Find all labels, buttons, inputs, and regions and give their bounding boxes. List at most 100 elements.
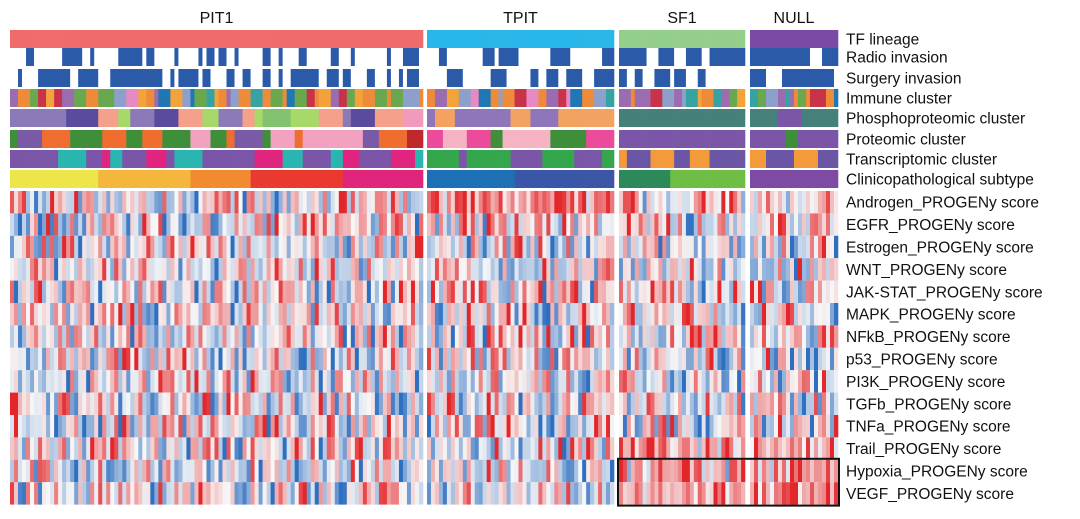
score-hypoxia-progeny-score-cell	[74, 459, 79, 483]
score-egfr-progeny-score-cell	[778, 213, 783, 236]
score-jak-stat-progeny-score-cell	[166, 280, 171, 303]
annotation-surgery-invasion-cell	[442, 69, 448, 87]
annotation-surgery-invasion-cell	[270, 69, 275, 87]
score-tnfa-progeny-score-cell	[462, 415, 468, 438]
score-tnfa-progeny-score-cell	[642, 415, 647, 438]
score-mapk-progeny-score-cell	[598, 303, 603, 326]
score-mapk-progeny-score-cell	[434, 303, 440, 326]
annotation-tf-lineage-cell	[30, 30, 35, 48]
score-trail-progeny-score-cell	[26, 437, 31, 460]
score-jak-stat-progeny-score-cell	[458, 280, 464, 303]
annotation-transcriptomic-cluster-cell	[94, 150, 99, 168]
score-tnfa-progeny-score-cell	[38, 415, 43, 438]
annotation-proteomic-cluster-cell	[378, 130, 384, 148]
annotation-tf-lineage-cell	[434, 30, 440, 48]
annotation-surgery-invasion-cell	[410, 69, 416, 87]
score-estrogen-progeny-score-cell	[510, 235, 515, 259]
score-pi3k-progeny-score-cell	[106, 370, 111, 393]
score-egfr-progeny-score-cell	[806, 213, 811, 236]
score-trail-progeny-score-cell	[798, 437, 803, 460]
score-hypoxia-progeny-score-cell	[70, 459, 75, 483]
annotation-clinicopathological-subtype-cell	[750, 170, 755, 188]
score-wnt-progeny-score-cell	[294, 258, 299, 281]
annotation-tf-lineage-cell	[38, 30, 43, 48]
annotation-immune-cluster-cell	[705, 89, 710, 107]
score-p53-progeny-score-cell	[270, 347, 275, 371]
score-nfkb-progeny-score-cell	[174, 325, 179, 348]
annotation-radio-invasion-cell	[150, 48, 155, 66]
score-androgen-progeny-score-cell	[522, 191, 527, 214]
score-egfr-progeny-score-cell	[94, 213, 99, 236]
annotation-radio-invasion-cell	[350, 48, 356, 66]
score-tnfa-progeny-score-cell	[737, 415, 742, 438]
score-nfkb-progeny-score-cell	[514, 325, 519, 348]
score-jak-stat-progeny-score-cell	[130, 280, 135, 303]
annotation-transcriptomic-cluster-cell	[134, 150, 139, 168]
score-nfkb-progeny-score-cell	[166, 325, 171, 348]
score-vegf-progeny-score-cell	[546, 482, 551, 505]
score-wnt-progeny-score-cell	[418, 258, 424, 281]
score-nfkb-progeny-score-cell	[606, 325, 611, 348]
score-tgfb-progeny-score-cell	[554, 392, 559, 415]
score-androgen-progeny-score-cell	[713, 191, 718, 214]
score-p53-progeny-score-cell	[250, 347, 255, 371]
score-jak-stat-progeny-score-cell	[554, 280, 559, 303]
score-nfkb-progeny-score-cell	[242, 325, 247, 348]
annotation-clinicopathological-subtype-cell	[721, 170, 726, 188]
annotation-transcriptomic-cluster-cell	[802, 150, 807, 168]
score-egfr-progeny-score-cell	[701, 213, 706, 236]
score-hypoxia-progeny-score-cell	[58, 459, 63, 483]
score-tnfa-progeny-score-cell	[606, 415, 611, 438]
score-estrogen-progeny-score-cell	[66, 235, 71, 259]
score-pi3k-progeny-score-cell	[34, 370, 39, 393]
annotation-clinicopathological-subtype-cell	[386, 170, 392, 188]
annotation-clinicopathological-subtype-cell	[678, 170, 683, 188]
annotation-proteomic-cluster-cell	[246, 130, 251, 148]
annotation-proteomic-cluster-cell	[741, 130, 746, 148]
group-label-pit1: PIT1	[200, 10, 234, 27]
annotation-tf-lineage-cell	[46, 30, 51, 48]
annotation-transcriptomic-cluster-cell	[774, 150, 779, 168]
annotation-clinicopathological-subtype-cell	[286, 170, 291, 188]
score-nfkb-progeny-score-cell	[725, 325, 730, 348]
score-mapk-progeny-score-cell	[330, 303, 336, 326]
annotation-radio-invasion-cell	[630, 48, 636, 66]
score-tnfa-progeny-score-cell	[302, 415, 308, 438]
score-pi3k-progeny-score-cell	[358, 370, 364, 393]
annotation-immune-cluster-cell	[602, 89, 607, 107]
score-pi3k-progeny-score-cell	[146, 370, 151, 393]
score-androgen-progeny-score-cell	[214, 191, 219, 214]
score-androgen-progeny-score-cell	[218, 191, 223, 214]
score-egfr-progeny-score-cell	[270, 213, 275, 236]
annotation-surgery-invasion-cell	[693, 69, 699, 87]
score-jak-stat-progeny-score-cell	[242, 280, 247, 303]
score-tgfb-progeny-score-cell	[94, 392, 99, 415]
score-tnfa-progeny-score-cell	[518, 415, 523, 438]
score-tgfb-progeny-score-cell	[270, 392, 275, 415]
score-tgfb-progeny-score-cell	[326, 392, 332, 415]
annotation-radio-invasion-cell	[427, 48, 432, 66]
annotation-tf-lineage-cell	[86, 30, 91, 48]
annotation-transcriptomic-cluster-cell	[514, 150, 519, 168]
score-trail-progeny-score-cell	[126, 437, 131, 460]
score-jak-stat-progeny-score-cell	[486, 280, 491, 303]
annotation-phosphoproteomic-cluster-cell	[670, 109, 675, 127]
annotation-phosphoproteomic-cluster-cell	[442, 109, 448, 127]
score-vegf-progeny-score-cell	[586, 482, 591, 505]
score-tgfb-progeny-score-cell	[222, 392, 227, 415]
score-wnt-progeny-score-cell	[566, 258, 571, 281]
annotation-transcriptomic-cluster-cell	[634, 150, 639, 168]
score-p53-progeny-score-cell	[110, 347, 115, 371]
score-tgfb-progeny-score-cell	[310, 392, 316, 415]
annotation-surgery-invasion-cell	[266, 69, 271, 87]
annotation-tf-lineage-cell	[166, 30, 171, 48]
annotation-transcriptomic-cluster-cell	[42, 150, 47, 168]
score-wnt-progeny-score-cell	[22, 258, 27, 281]
score-egfr-progeny-score-cell	[709, 213, 714, 236]
score-trail-progeny-score-cell	[322, 437, 328, 460]
annotation-immune-cluster-cell	[138, 89, 143, 107]
score-nfkb-progeny-score-cell	[78, 325, 83, 348]
annotation-radio-invasion-cell	[626, 48, 632, 66]
score-estrogen-progeny-score-cell	[142, 235, 147, 259]
score-trail-progeny-score-cell	[530, 437, 535, 460]
